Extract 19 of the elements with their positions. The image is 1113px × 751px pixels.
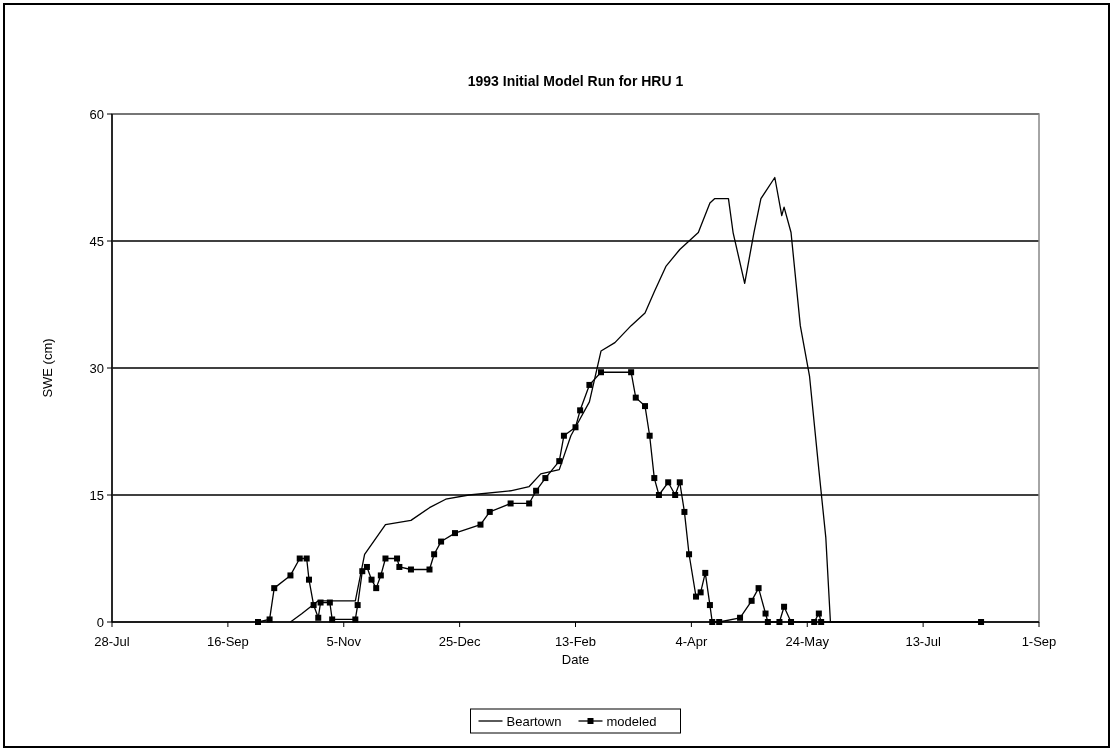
x-tick-label: 16-Sep xyxy=(206,634,249,649)
x-tick-label: 5-Nov xyxy=(326,634,362,649)
x-tick-label: 24-May xyxy=(785,634,830,649)
x-tick-label: 28-Jul xyxy=(94,634,130,649)
x-tick-label: 13-Jul xyxy=(905,634,941,649)
legend-label: modeled xyxy=(606,714,657,729)
x-tick-label: 1-Sep xyxy=(1021,634,1057,649)
chart-title: 1993 Initial Model Run for HRU 1 xyxy=(467,73,684,89)
y-tick-label: 0 xyxy=(96,615,104,630)
x-tick-label: 4-Apr xyxy=(675,634,708,649)
x-tick-label: 25-Dec xyxy=(438,634,482,649)
x-tick-label: 13-Feb xyxy=(554,634,597,649)
y-tick-label: 45 xyxy=(89,234,104,249)
y-tick-label: 60 xyxy=(89,107,104,122)
legend-label: Beartown xyxy=(506,714,562,729)
y-tick-label: 15 xyxy=(89,488,104,503)
y-tick-label: 30 xyxy=(89,361,104,376)
x-axis-title: Date xyxy=(561,652,590,667)
y-axis-title: SWE (cm) xyxy=(40,338,55,398)
